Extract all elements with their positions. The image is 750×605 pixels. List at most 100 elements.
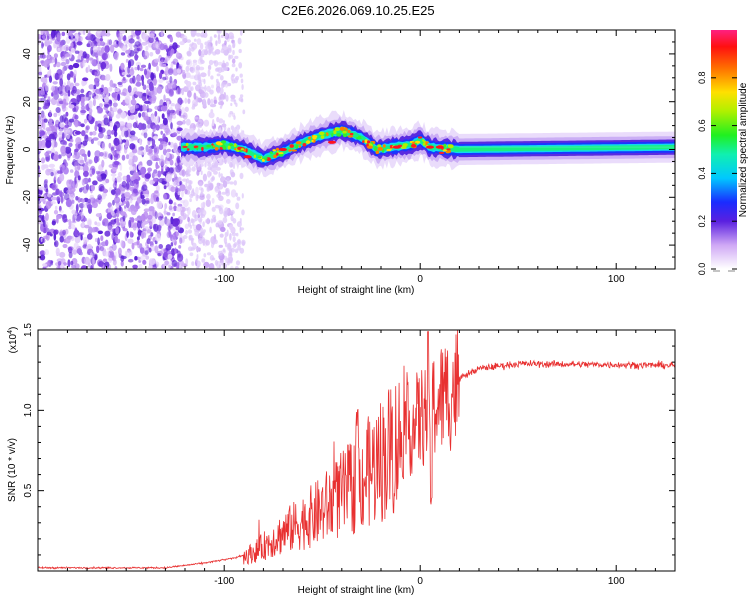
snr-frame (37, 329, 676, 572)
noise-speck (187, 184, 192, 191)
noise-speck (45, 156, 50, 161)
noise-speck (126, 122, 133, 129)
noise-speck (44, 41, 50, 46)
noise-speck (62, 266, 66, 269)
noise-speck (178, 64, 182, 70)
noise-speck (218, 171, 221, 178)
noise-speck (148, 206, 155, 212)
noise-speck (198, 118, 201, 123)
noise-speck (69, 70, 74, 78)
noise-speck (120, 240, 124, 248)
noise-speck (104, 114, 108, 119)
noise-speck (106, 247, 113, 251)
noise-speck (142, 104, 147, 112)
noise-speck (190, 46, 195, 52)
noise-speck (129, 68, 135, 76)
noise-speck (200, 187, 204, 193)
noise-speck (156, 86, 163, 94)
snr-ytick-label: 0.5 (23, 483, 34, 497)
noise-speck (184, 97, 188, 104)
noise-speck (55, 119, 60, 128)
ridge-hotspot (347, 135, 354, 138)
noise-speck (70, 235, 75, 242)
noise-speck (144, 100, 151, 104)
noise-speck (174, 247, 177, 255)
noise-speck (62, 214, 68, 223)
noise-speck (168, 141, 171, 146)
noise-speck (83, 197, 89, 203)
noise-speck (89, 173, 93, 177)
noise-speck (41, 43, 45, 47)
noise-speck (39, 53, 44, 59)
noise-speck (57, 154, 62, 159)
noise-speck (209, 171, 212, 177)
noise-speck (196, 170, 200, 176)
noise-speck (230, 248, 236, 253)
noise-speck (218, 118, 224, 124)
noise-speck (166, 148, 171, 153)
noise-speck (155, 48, 161, 55)
noise-speck (102, 93, 107, 98)
noise-speck (190, 218, 194, 224)
noise-speck (88, 177, 91, 183)
noise-speck (120, 111, 127, 119)
noise-speck (111, 176, 116, 182)
noise-speck (62, 66, 65, 75)
ridge-hotspot (228, 143, 233, 146)
noise-speck (165, 244, 172, 251)
noise-speck (85, 161, 88, 167)
noise-speck (163, 185, 167, 190)
noise-speck (211, 45, 214, 52)
noise-speck (130, 217, 135, 223)
noise-speck (99, 38, 104, 42)
noise-speck (187, 216, 191, 223)
ridge-hotspot (275, 147, 280, 151)
noise-speck (50, 148, 56, 155)
noise-speck (199, 42, 204, 50)
noise-speck (196, 254, 199, 260)
noise-speck (64, 146, 72, 154)
noise-speck (170, 81, 176, 89)
ridge-hotspot (386, 148, 392, 152)
noise-speck (81, 153, 87, 157)
noise-speck (38, 86, 43, 94)
noise-speck (233, 180, 237, 186)
noise-speck (90, 46, 94, 55)
noise-speck (235, 202, 240, 210)
noise-speck (109, 44, 115, 53)
noise-speck (120, 43, 124, 49)
noise-speck (70, 38, 76, 42)
noise-speck (40, 76, 47, 83)
ridge-hotspot (223, 140, 227, 144)
noise-speck (145, 144, 149, 153)
noise-speck (239, 73, 243, 78)
noise-speck (165, 55, 171, 61)
noise-speck (205, 239, 210, 246)
noise-speck (134, 205, 141, 210)
noise-speck (83, 170, 89, 177)
noise-speck (224, 241, 228, 248)
noise-speck (229, 111, 234, 115)
noise-speck (82, 202, 88, 209)
heatmap-ytick-label: 20 (22, 96, 33, 108)
noise-speck (165, 98, 171, 102)
noise-speck (207, 166, 213, 171)
noise-speck (241, 209, 245, 216)
noise-speck (176, 206, 183, 212)
noise-speck (39, 97, 46, 102)
noise-speck (225, 49, 229, 56)
noise-speck (111, 228, 115, 233)
noise-speck (180, 200, 186, 204)
noise-speck (105, 74, 111, 81)
noise-speck (200, 192, 203, 197)
noise-speck (65, 58, 70, 65)
noise-speck (38, 106, 42, 111)
noise-speck (168, 89, 174, 97)
noise-speck (99, 127, 106, 133)
noise-speck (60, 196, 64, 204)
noise-speck (140, 166, 147, 175)
noise-speck (189, 252, 194, 257)
noise-speck (142, 259, 147, 265)
noise-speck (168, 205, 173, 211)
noise-speck (43, 118, 48, 123)
